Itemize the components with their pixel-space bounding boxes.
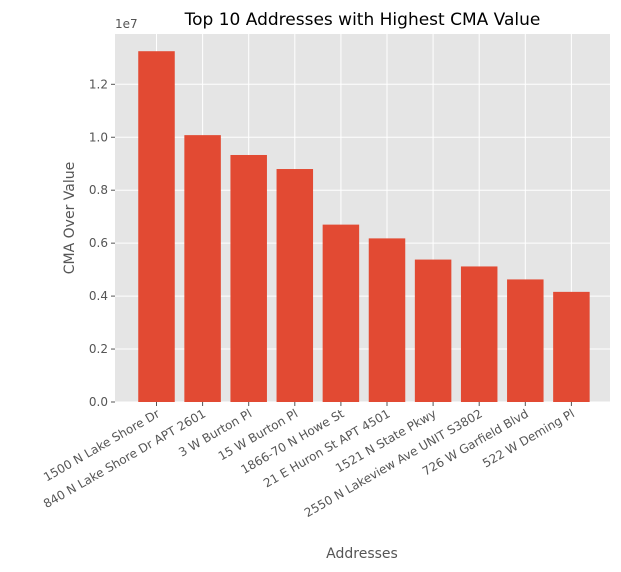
bar (276, 169, 314, 402)
y-axis-label: CMA Over Value (62, 162, 78, 274)
y-tick-label: 0.6 (89, 236, 108, 250)
chart-title: Top 10 Addresses with Highest CMA Value (184, 10, 541, 30)
bar (414, 259, 452, 402)
y-ticks: 0.0 0.2 0.4 0.6 0.8 1.0 1.2 (89, 77, 115, 409)
bar (230, 154, 267, 402)
bar (322, 224, 360, 402)
y-tick-label: 1.2 (89, 77, 108, 91)
y-tick-label: 0.8 (89, 183, 108, 197)
bar (553, 291, 590, 402)
bar (184, 135, 221, 402)
y-tick-label: 0.0 (89, 395, 108, 409)
y-tick-label: 0.2 (89, 342, 108, 356)
bar (507, 279, 544, 402)
bar (368, 238, 406, 402)
y-tick-label: 1.0 (89, 130, 108, 144)
bar (460, 266, 498, 402)
y-tick-label: 0.4 (89, 289, 108, 303)
y-axis-multiplier: 1e7 (115, 17, 138, 31)
bar (138, 51, 175, 403)
bars (138, 51, 590, 403)
x-axis-label: Addresses (326, 546, 398, 562)
